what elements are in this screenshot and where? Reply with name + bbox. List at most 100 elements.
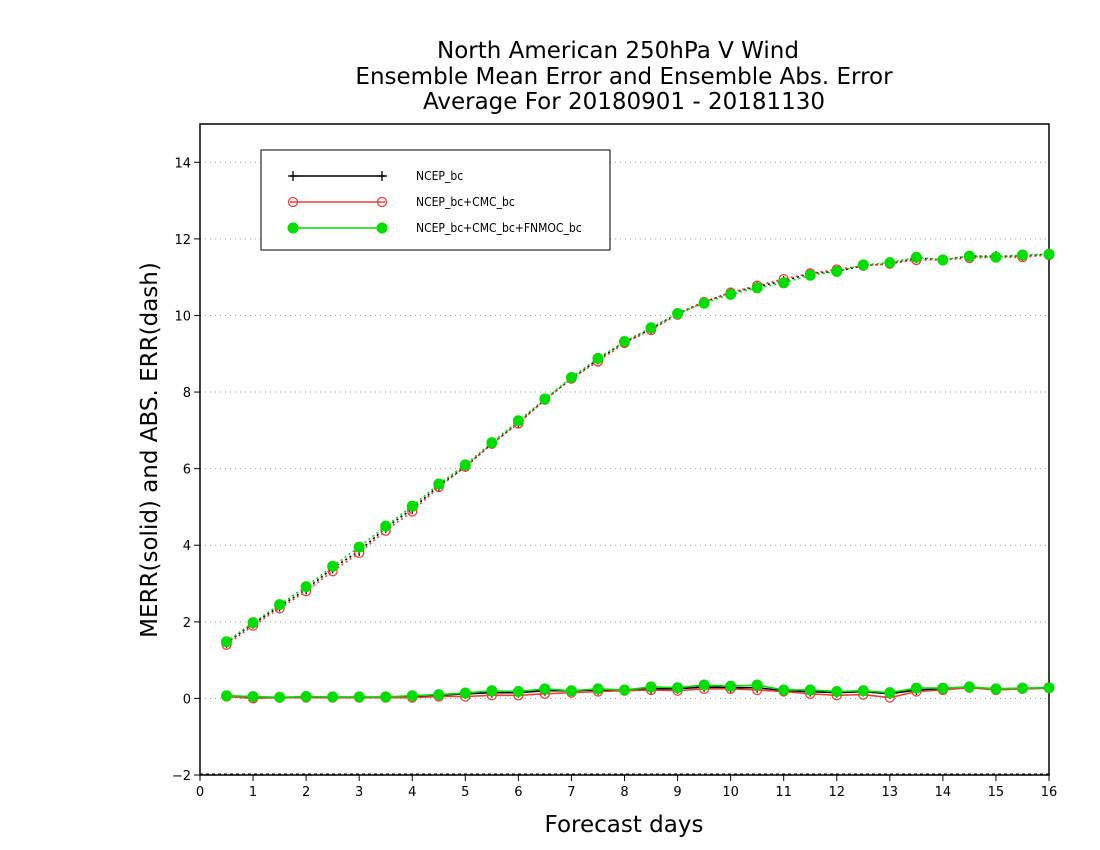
x-tick-label: 6: [514, 785, 522, 800]
merr-point: [274, 691, 286, 703]
merr-point: [406, 690, 418, 702]
abs-err-point: [512, 415, 524, 427]
x-tick-label: 3: [355, 785, 363, 800]
merr-point: [221, 690, 233, 702]
x-tick-label: 10: [722, 785, 739, 800]
x-tick-label: 8: [620, 785, 628, 800]
title-line-1: North American 250hPa V Wind: [437, 38, 799, 64]
abs-err-point: [910, 251, 922, 263]
abs-err-point: [300, 581, 312, 593]
abs-err-point: [1043, 248, 1055, 260]
legend-marker: [377, 171, 387, 181]
legend-marker: [376, 196, 388, 208]
merr-point: [300, 690, 312, 702]
abs-err-point: [831, 265, 843, 277]
merr-point: [645, 681, 657, 693]
abs-err-point: [645, 322, 657, 334]
title-line-2: Ensemble Mean Error and Ensemble Abs. Er…: [355, 64, 893, 90]
merr-point: [963, 681, 975, 693]
abs-err-point: [698, 297, 710, 309]
merr-point: [725, 680, 737, 692]
legend-label: NCEP_bc: [416, 169, 463, 183]
legend-box: [260, 149, 611, 251]
merr-point: [831, 686, 843, 698]
abs-err-point: [990, 251, 1002, 263]
abs-err-point: [459, 459, 471, 471]
abs-err-point: [751, 282, 763, 294]
x-tick-label: 16: [1041, 785, 1058, 800]
y-tick-label: 4: [183, 539, 191, 554]
legend: NCEP_bc NCEP_bc+CMC_bc NCEP_bc+CMC_bc+FNMO…: [260, 149, 611, 251]
y-axis-label: MERR(solid) and ABS. ERR(dash): [137, 262, 163, 638]
y-tick-label: 8: [183, 386, 191, 401]
merr-point: [1016, 682, 1028, 694]
abs-err-line: [226, 253, 1050, 643]
abs-err-point: [884, 257, 896, 269]
merr-point: [990, 683, 1002, 695]
x-tick-label: 12: [828, 785, 845, 800]
x-tick-label: 9: [673, 785, 681, 800]
legend-marker: [376, 222, 388, 234]
y-tick-label: −2: [172, 769, 191, 784]
abs-err-point: [406, 500, 418, 512]
merr-point: [672, 682, 684, 694]
x-tick-label: 5: [461, 785, 469, 800]
merr-point: [751, 679, 763, 691]
merr-point: [592, 683, 604, 695]
merr-point: [1043, 682, 1055, 694]
x-tick-label: 1: [249, 785, 257, 800]
legend-label: NCEP_bc+CMC_bc: [416, 195, 515, 209]
abs-err-point: [327, 560, 339, 572]
legend-label: NCEP_bc+CMC_bc+FNMOC_bc: [416, 221, 582, 235]
abs-err-line: [226, 254, 1050, 646]
merr-point: [433, 689, 445, 701]
abs-err-point: [274, 599, 286, 611]
merr-point: [910, 682, 922, 694]
chart-title: North American 250hPa V Wind Ensemble Me…: [355, 38, 893, 115]
legend-marker: [287, 196, 299, 208]
x-tick-label: 7: [567, 785, 575, 800]
merr-point: [804, 684, 816, 696]
x-tick-label: 2: [302, 785, 310, 800]
merr-point: [539, 683, 551, 695]
abs-err-point: [672, 308, 684, 320]
abs-err-point: [963, 250, 975, 262]
x-axis-label: Forecast days: [545, 812, 704, 838]
abs-err-point: [725, 288, 737, 300]
x-tick-label: 4: [408, 785, 416, 800]
abs-err-point: [353, 541, 365, 553]
abs-err-point: [857, 259, 869, 271]
abs-err-point: [539, 393, 551, 405]
abs-err-point: [778, 277, 790, 289]
series-2: [221, 248, 1055, 703]
grid: [200, 161, 1049, 775]
merr-point: [486, 685, 498, 697]
x-tick-label: 13: [882, 785, 899, 800]
y-tick-label: 10: [174, 309, 191, 324]
merr-point: [247, 690, 259, 702]
series-0: [221, 249, 1054, 703]
abs-err-point: [804, 269, 816, 281]
legend-marker: [288, 171, 298, 181]
merr-point: [565, 685, 577, 697]
abs-err-point: [592, 352, 604, 364]
merr-point: [778, 684, 790, 696]
x-tick-label: 14: [935, 785, 952, 800]
title-line-3: Average For 20180901 - 20181130: [423, 89, 825, 115]
merr-point: [857, 685, 869, 697]
x-tick-label: 11: [775, 785, 792, 800]
abs-err-point: [1016, 249, 1028, 261]
merr-point: [619, 684, 630, 696]
y-tick-label: 6: [183, 463, 191, 478]
merr-point: [459, 687, 471, 699]
y-tick-label: 0: [183, 692, 191, 707]
abs-err-point: [380, 520, 392, 532]
plot-area: [221, 248, 1055, 704]
merr-point: [327, 691, 339, 703]
abs-err-line: [226, 253, 1050, 644]
merr-point: [698, 679, 710, 691]
abs-err-point: [433, 478, 445, 490]
legend-marker: [287, 222, 299, 234]
